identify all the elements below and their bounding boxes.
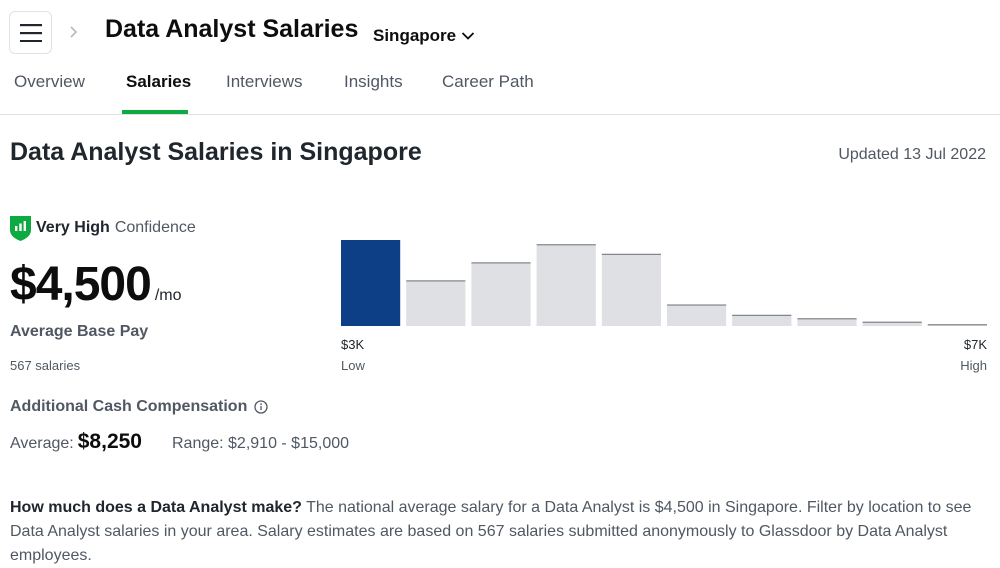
axis-high-value: $7K (963, 337, 987, 352)
histogram-bar-2 (406, 280, 466, 326)
tab-salaries[interactable]: Salaries (126, 72, 192, 91)
histogram-bar-5 (601, 253, 661, 326)
histogram-bar-top-8 (797, 318, 857, 320)
histogram-bar-top-10 (927, 324, 987, 326)
base-pay: $4,500 /mo (10, 257, 181, 312)
histogram-bar-top-6 (667, 304, 727, 306)
tab-career-path[interactable]: Career Path (442, 72, 534, 91)
tab-overview[interactable]: Overview (14, 72, 85, 91)
histogram-bar-top-7 (732, 314, 792, 316)
additional-comp-summary: Average: $8,250 Range: $2,910 - $15,000 (10, 430, 349, 454)
tab-bar: Overview Salaries Interviews Insights Ca… (0, 62, 1000, 114)
updated-date: Updated 13 Jul 2022 (838, 146, 986, 163)
info-icon[interactable] (254, 400, 268, 414)
confidence-indicator: Very High Confidence (10, 215, 196, 241)
histogram-bar-9 (862, 321, 922, 326)
confidence-shield-icon (10, 215, 31, 241)
histogram-bar-top-5 (601, 253, 661, 255)
chevron-right-icon (70, 26, 78, 38)
chevron-down-icon (461, 32, 475, 40)
tab-insights[interactable]: Insights (344, 72, 403, 91)
location-label: Singapore (373, 26, 457, 45)
active-tab-indicator (122, 110, 188, 114)
histogram-bar-top-4 (536, 244, 596, 246)
histogram-bar-top-9 (862, 321, 922, 323)
histogram-bar-1 (341, 240, 401, 326)
average-amount: $8,250 (77, 430, 142, 453)
average-base-pay-label: Average Base Pay (10, 323, 149, 340)
additional-comp-label: Additional Cash Compensation (10, 398, 248, 415)
base-pay-unit: /mo (154, 287, 182, 304)
base-pay-value: $4,500 (10, 258, 152, 311)
page-title: Data Analyst Salaries in Singapore (10, 138, 422, 166)
axis-low-label: Low (341, 358, 365, 373)
salary-histogram (341, 240, 987, 326)
histogram-bar-8 (797, 318, 857, 326)
compensation-range: Range: $2,910 - $15,000 (171, 435, 350, 452)
histogram-bar-6 (667, 304, 727, 326)
hamburger-menu-icon (19, 23, 42, 42)
axis-low-value: $3K (341, 337, 365, 352)
description-body: The national average salary for a Data A… (10, 499, 972, 564)
confidence-level: Very High (36, 219, 110, 236)
confidence-label: Confidence (114, 219, 196, 236)
additional-comp-title: Additional Cash Compensation (10, 398, 268, 416)
menu-button[interactable] (9, 11, 52, 54)
header-title: Data Analyst Salaries (105, 15, 359, 43)
histogram-bar-7 (732, 314, 792, 326)
salary-description: How much does a Data Analyst make? The n… (10, 496, 985, 568)
histogram-bar-3 (471, 262, 531, 326)
histogram-bar-top-3 (471, 262, 531, 264)
salary-count: 567 salaries (10, 358, 81, 373)
description-question: How much does a Data Analyst make? (10, 499, 302, 516)
axis-high-label: High (960, 358, 987, 373)
histogram-bar-4 (536, 244, 596, 326)
histogram-bar-top-2 (406, 280, 466, 282)
location-select[interactable]: Singapore (373, 24, 475, 48)
tab-interviews[interactable]: Interviews (226, 72, 303, 91)
average-prefix: Average: (10, 435, 74, 452)
tabs-divider (0, 114, 1000, 115)
